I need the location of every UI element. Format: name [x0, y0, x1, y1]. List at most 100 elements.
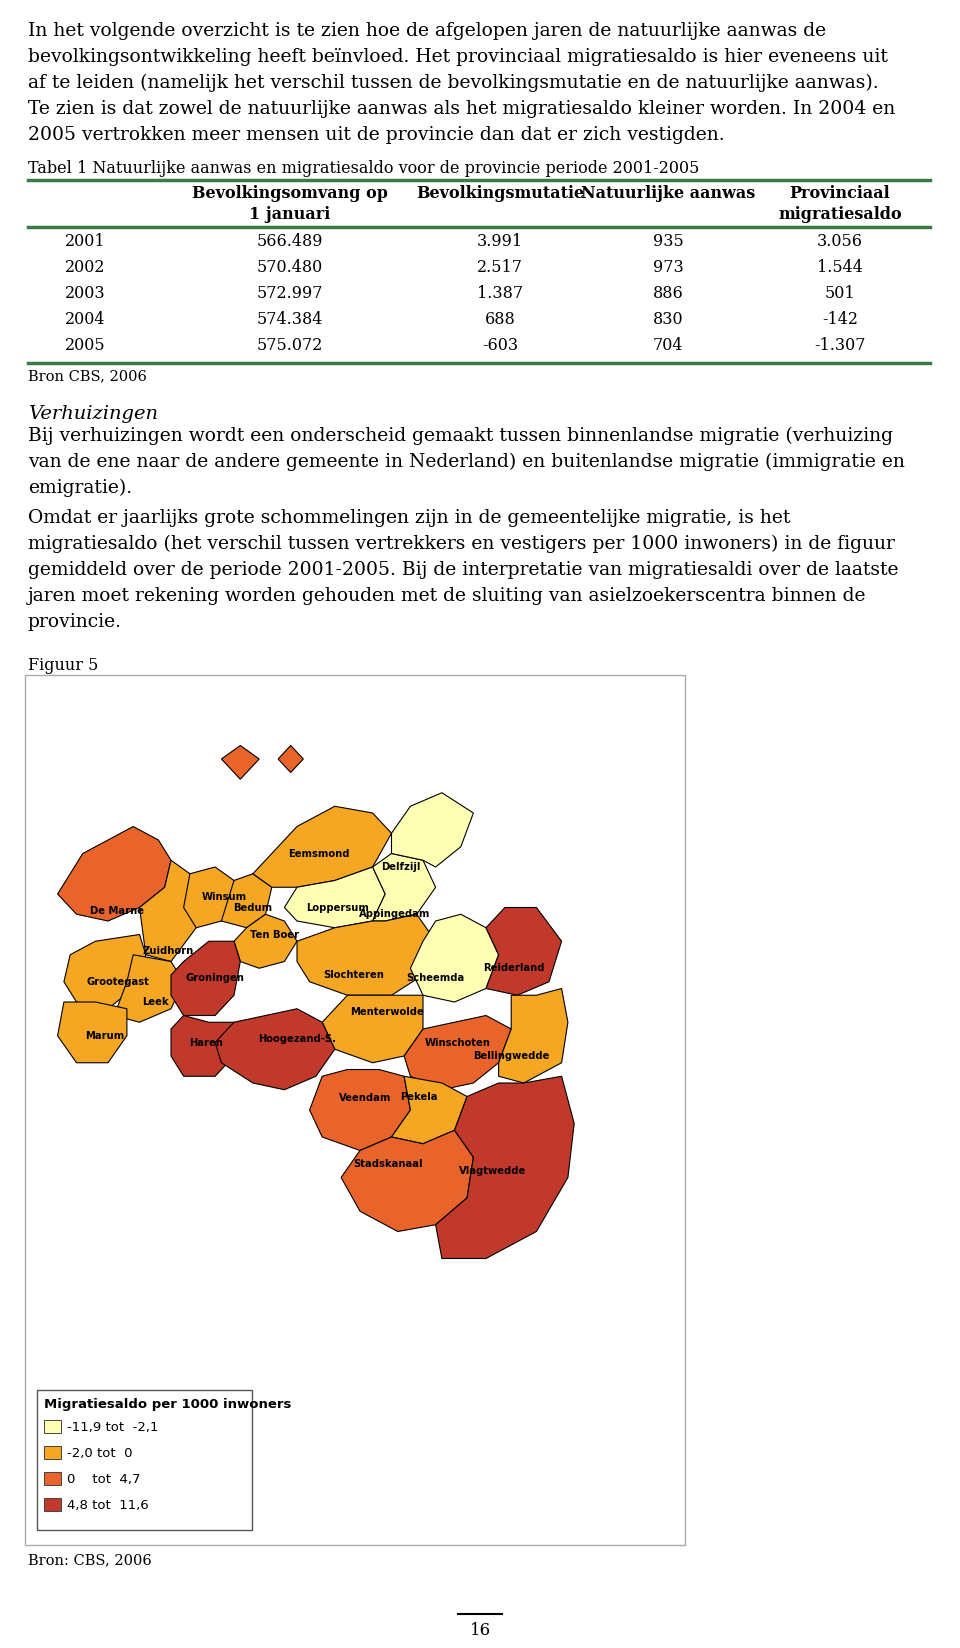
Text: Delfzijl: Delfzijl — [381, 862, 420, 872]
Text: 16: 16 — [469, 1622, 491, 1640]
Text: Bevolkingsomvang op
1 januari: Bevolkingsomvang op 1 januari — [192, 185, 388, 222]
Text: 570.480: 570.480 — [257, 259, 324, 275]
Polygon shape — [436, 1076, 574, 1259]
Text: 575.072: 575.072 — [257, 336, 324, 354]
Text: Bij verhuizingen wordt een onderscheid gemaakt tussen binnenlandse migratie (ver: Bij verhuizingen wordt een onderscheid g… — [28, 427, 893, 445]
Polygon shape — [114, 954, 183, 1022]
Text: -2,0 tot  0: -2,0 tot 0 — [67, 1447, 132, 1460]
Text: migratiesaldo (het verschil tussen vertrekkers en vestigers per 1000 inwoners) i: migratiesaldo (het verschil tussen vertr… — [28, 536, 895, 554]
Text: Bron CBS, 2006: Bron CBS, 2006 — [28, 369, 147, 382]
Bar — [44, 1421, 61, 1434]
Bar — [44, 1445, 61, 1458]
Text: De Marne: De Marne — [90, 906, 144, 916]
Text: Migratiesaldo per 1000 inwoners: Migratiesaldo per 1000 inwoners — [44, 1398, 292, 1411]
Polygon shape — [234, 915, 297, 969]
Text: emigratie).: emigratie). — [28, 480, 132, 498]
Bar — [44, 1472, 61, 1485]
Polygon shape — [392, 793, 473, 867]
Polygon shape — [392, 1076, 468, 1144]
Text: 2002: 2002 — [64, 259, 106, 275]
Polygon shape — [183, 867, 247, 928]
Text: Grootegast: Grootegast — [86, 977, 149, 987]
Polygon shape — [372, 854, 436, 921]
Bar — [25, 676, 685, 1546]
Text: 574.384: 574.384 — [257, 311, 324, 328]
Text: Verhuizingen: Verhuizingen — [28, 405, 158, 424]
Text: bevolkingsontwikkeling heeft beïnvloed. Het provinciaal migratiesaldo is hier ev: bevolkingsontwikkeling heeft beïnvloed. … — [28, 48, 888, 66]
Text: Hoogezand-S.: Hoogezand-S. — [258, 1035, 336, 1045]
Polygon shape — [252, 806, 392, 887]
Text: Te zien is dat zowel de natuurlijke aanwas als het migratiesaldo kleiner worden.: Te zien is dat zowel de natuurlijke aanw… — [28, 101, 896, 119]
Polygon shape — [498, 989, 568, 1083]
Text: Reiderland: Reiderland — [484, 962, 545, 974]
Text: 973: 973 — [653, 259, 684, 275]
Polygon shape — [309, 1070, 411, 1150]
Text: Groningen: Groningen — [185, 974, 245, 984]
Text: gemiddeld over de periode 2001-2005. Bij de interpretatie van migratiesaldi over: gemiddeld over de periode 2001-2005. Bij… — [28, 560, 899, 578]
Text: 2.517: 2.517 — [477, 259, 523, 275]
Text: Bevolkingsmutatie: Bevolkingsmutatie — [416, 185, 584, 203]
Polygon shape — [171, 1015, 234, 1076]
Text: Scheemda: Scheemda — [406, 974, 465, 984]
Text: Bedum: Bedum — [233, 903, 273, 913]
Text: -603: -603 — [482, 336, 518, 354]
Text: 688: 688 — [485, 311, 516, 328]
Bar — [37, 1389, 252, 1529]
Polygon shape — [58, 827, 171, 921]
Text: 501: 501 — [825, 285, 855, 302]
Text: 2005: 2005 — [64, 336, 106, 354]
Text: 2003: 2003 — [64, 285, 106, 302]
Polygon shape — [297, 915, 436, 995]
Text: van de ene naar de andere gemeente in Nederland) en buitenlandse migratie (immig: van de ene naar de andere gemeente in Ne… — [28, 453, 905, 471]
Text: Figuur 5: Figuur 5 — [28, 658, 98, 674]
Text: af te leiden (namelijk het verschil tussen de bevolkingsmutatie en de natuurlijk: af te leiden (namelijk het verschil tuss… — [28, 74, 878, 92]
Polygon shape — [404, 1015, 511, 1089]
Text: Marum: Marum — [85, 1030, 125, 1042]
Text: Appingedam: Appingedam — [359, 910, 430, 920]
Text: -11,9 tot  -2,1: -11,9 tot -2,1 — [67, 1421, 158, 1434]
Text: Omdat er jaarlijks grote schommelingen zijn in de gemeentelijke migratie, is het: Omdat er jaarlijks grote schommelingen z… — [28, 509, 790, 527]
Text: 1.544: 1.544 — [817, 259, 863, 275]
Text: Leek: Leek — [142, 997, 169, 1007]
Text: Slochteren: Slochteren — [324, 971, 384, 981]
Text: Bellingwedde: Bellingwedde — [473, 1051, 549, 1061]
Polygon shape — [58, 1002, 127, 1063]
Text: Vlagtwedde: Vlagtwedde — [459, 1165, 526, 1175]
Text: Menterwolde: Menterwolde — [350, 1007, 424, 1017]
Text: provincie.: provincie. — [28, 613, 122, 631]
Polygon shape — [341, 1131, 473, 1231]
Text: 2004: 2004 — [64, 311, 106, 328]
Text: Provinciaal
migratiesaldo: Provinciaal migratiesaldo — [779, 185, 901, 222]
Text: 572.997: 572.997 — [256, 285, 324, 302]
Polygon shape — [284, 867, 385, 928]
Text: 2005 vertrokken meer mensen uit de provincie dan dat er zich vestigden.: 2005 vertrokken meer mensen uit de provi… — [28, 125, 725, 143]
Polygon shape — [171, 941, 240, 1015]
Text: 4,8 tot  11,6: 4,8 tot 11,6 — [67, 1500, 149, 1511]
Text: 566.489: 566.489 — [256, 232, 324, 250]
Polygon shape — [486, 908, 562, 995]
Polygon shape — [215, 1009, 335, 1089]
Text: jaren moet rekening worden gehouden met de sluiting van asielzoekerscentra binne: jaren moet rekening worden gehouden met … — [28, 587, 867, 605]
Text: 1.387: 1.387 — [477, 285, 523, 302]
Text: Bron: CBS, 2006: Bron: CBS, 2006 — [28, 1552, 152, 1567]
Text: 886: 886 — [653, 285, 684, 302]
Text: Winsum: Winsum — [202, 892, 247, 903]
Text: Pekela: Pekela — [399, 1091, 438, 1101]
Polygon shape — [222, 873, 272, 928]
Text: -142: -142 — [822, 311, 858, 328]
Polygon shape — [323, 995, 423, 1063]
Text: Eemsmond: Eemsmond — [288, 849, 349, 859]
Text: Ten Boer: Ten Boer — [251, 929, 300, 939]
Polygon shape — [139, 860, 209, 961]
Text: 830: 830 — [653, 311, 684, 328]
Text: Veendam: Veendam — [339, 1093, 392, 1103]
Text: Natuurlijke aanwas: Natuurlijke aanwas — [581, 185, 756, 203]
Polygon shape — [64, 934, 146, 1009]
Text: Loppersum: Loppersum — [306, 903, 370, 913]
Polygon shape — [411, 915, 498, 1002]
Text: Winschoten: Winschoten — [424, 1038, 491, 1048]
Polygon shape — [222, 745, 259, 780]
Polygon shape — [278, 745, 303, 773]
Text: 3.056: 3.056 — [817, 232, 863, 250]
Text: 935: 935 — [653, 232, 684, 250]
